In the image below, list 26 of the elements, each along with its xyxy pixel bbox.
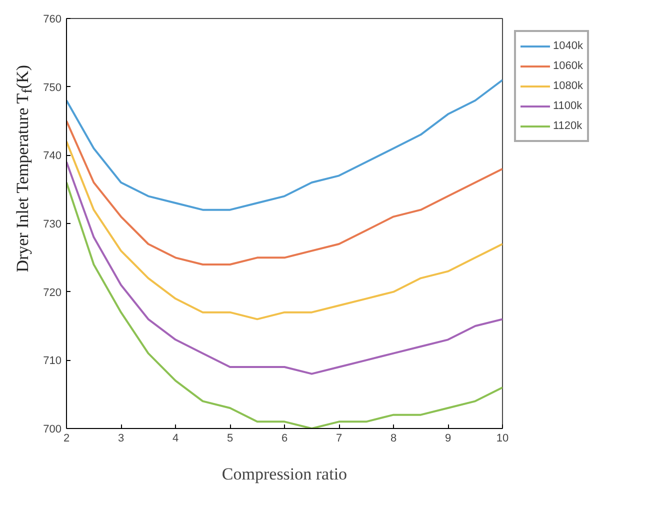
x-tick-label: 2 [63, 432, 70, 444]
x-axis-title: Compression ratio [222, 464, 348, 484]
y-tick-label: 760 [43, 14, 62, 26]
x-tick-label: 9 [444, 432, 452, 444]
legend-label: 1100k [553, 100, 582, 112]
y-tick-label: 730 [43, 218, 62, 230]
x-tick-label: 10 [496, 432, 509, 444]
y-tick-label: 700 [43, 424, 62, 436]
x-tick-label: 6 [281, 432, 288, 444]
line-series [66, 79, 502, 211]
legend-label: 1040k [553, 40, 583, 52]
x-tick-label: 5 [226, 432, 234, 444]
legend-label: 1060k [553, 60, 583, 72]
y-tick-label: 720 [43, 286, 62, 299]
line-series [66, 161, 502, 375]
y-tick-label: 740 [43, 150, 62, 162]
line-series [66, 140, 502, 320]
x-tick-label: 4 [172, 432, 179, 444]
y-tick-label: 750 [43, 82, 62, 94]
x-tick-label: 8 [390, 432, 397, 444]
line-series [66, 120, 502, 266]
legend-label: 1120k [553, 120, 582, 132]
x-tick-label: 7 [336, 432, 342, 444]
x-tick-label: 3 [118, 432, 124, 444]
legend-label: 1080k [553, 80, 583, 92]
y-tick-label: 710 [43, 355, 62, 368]
